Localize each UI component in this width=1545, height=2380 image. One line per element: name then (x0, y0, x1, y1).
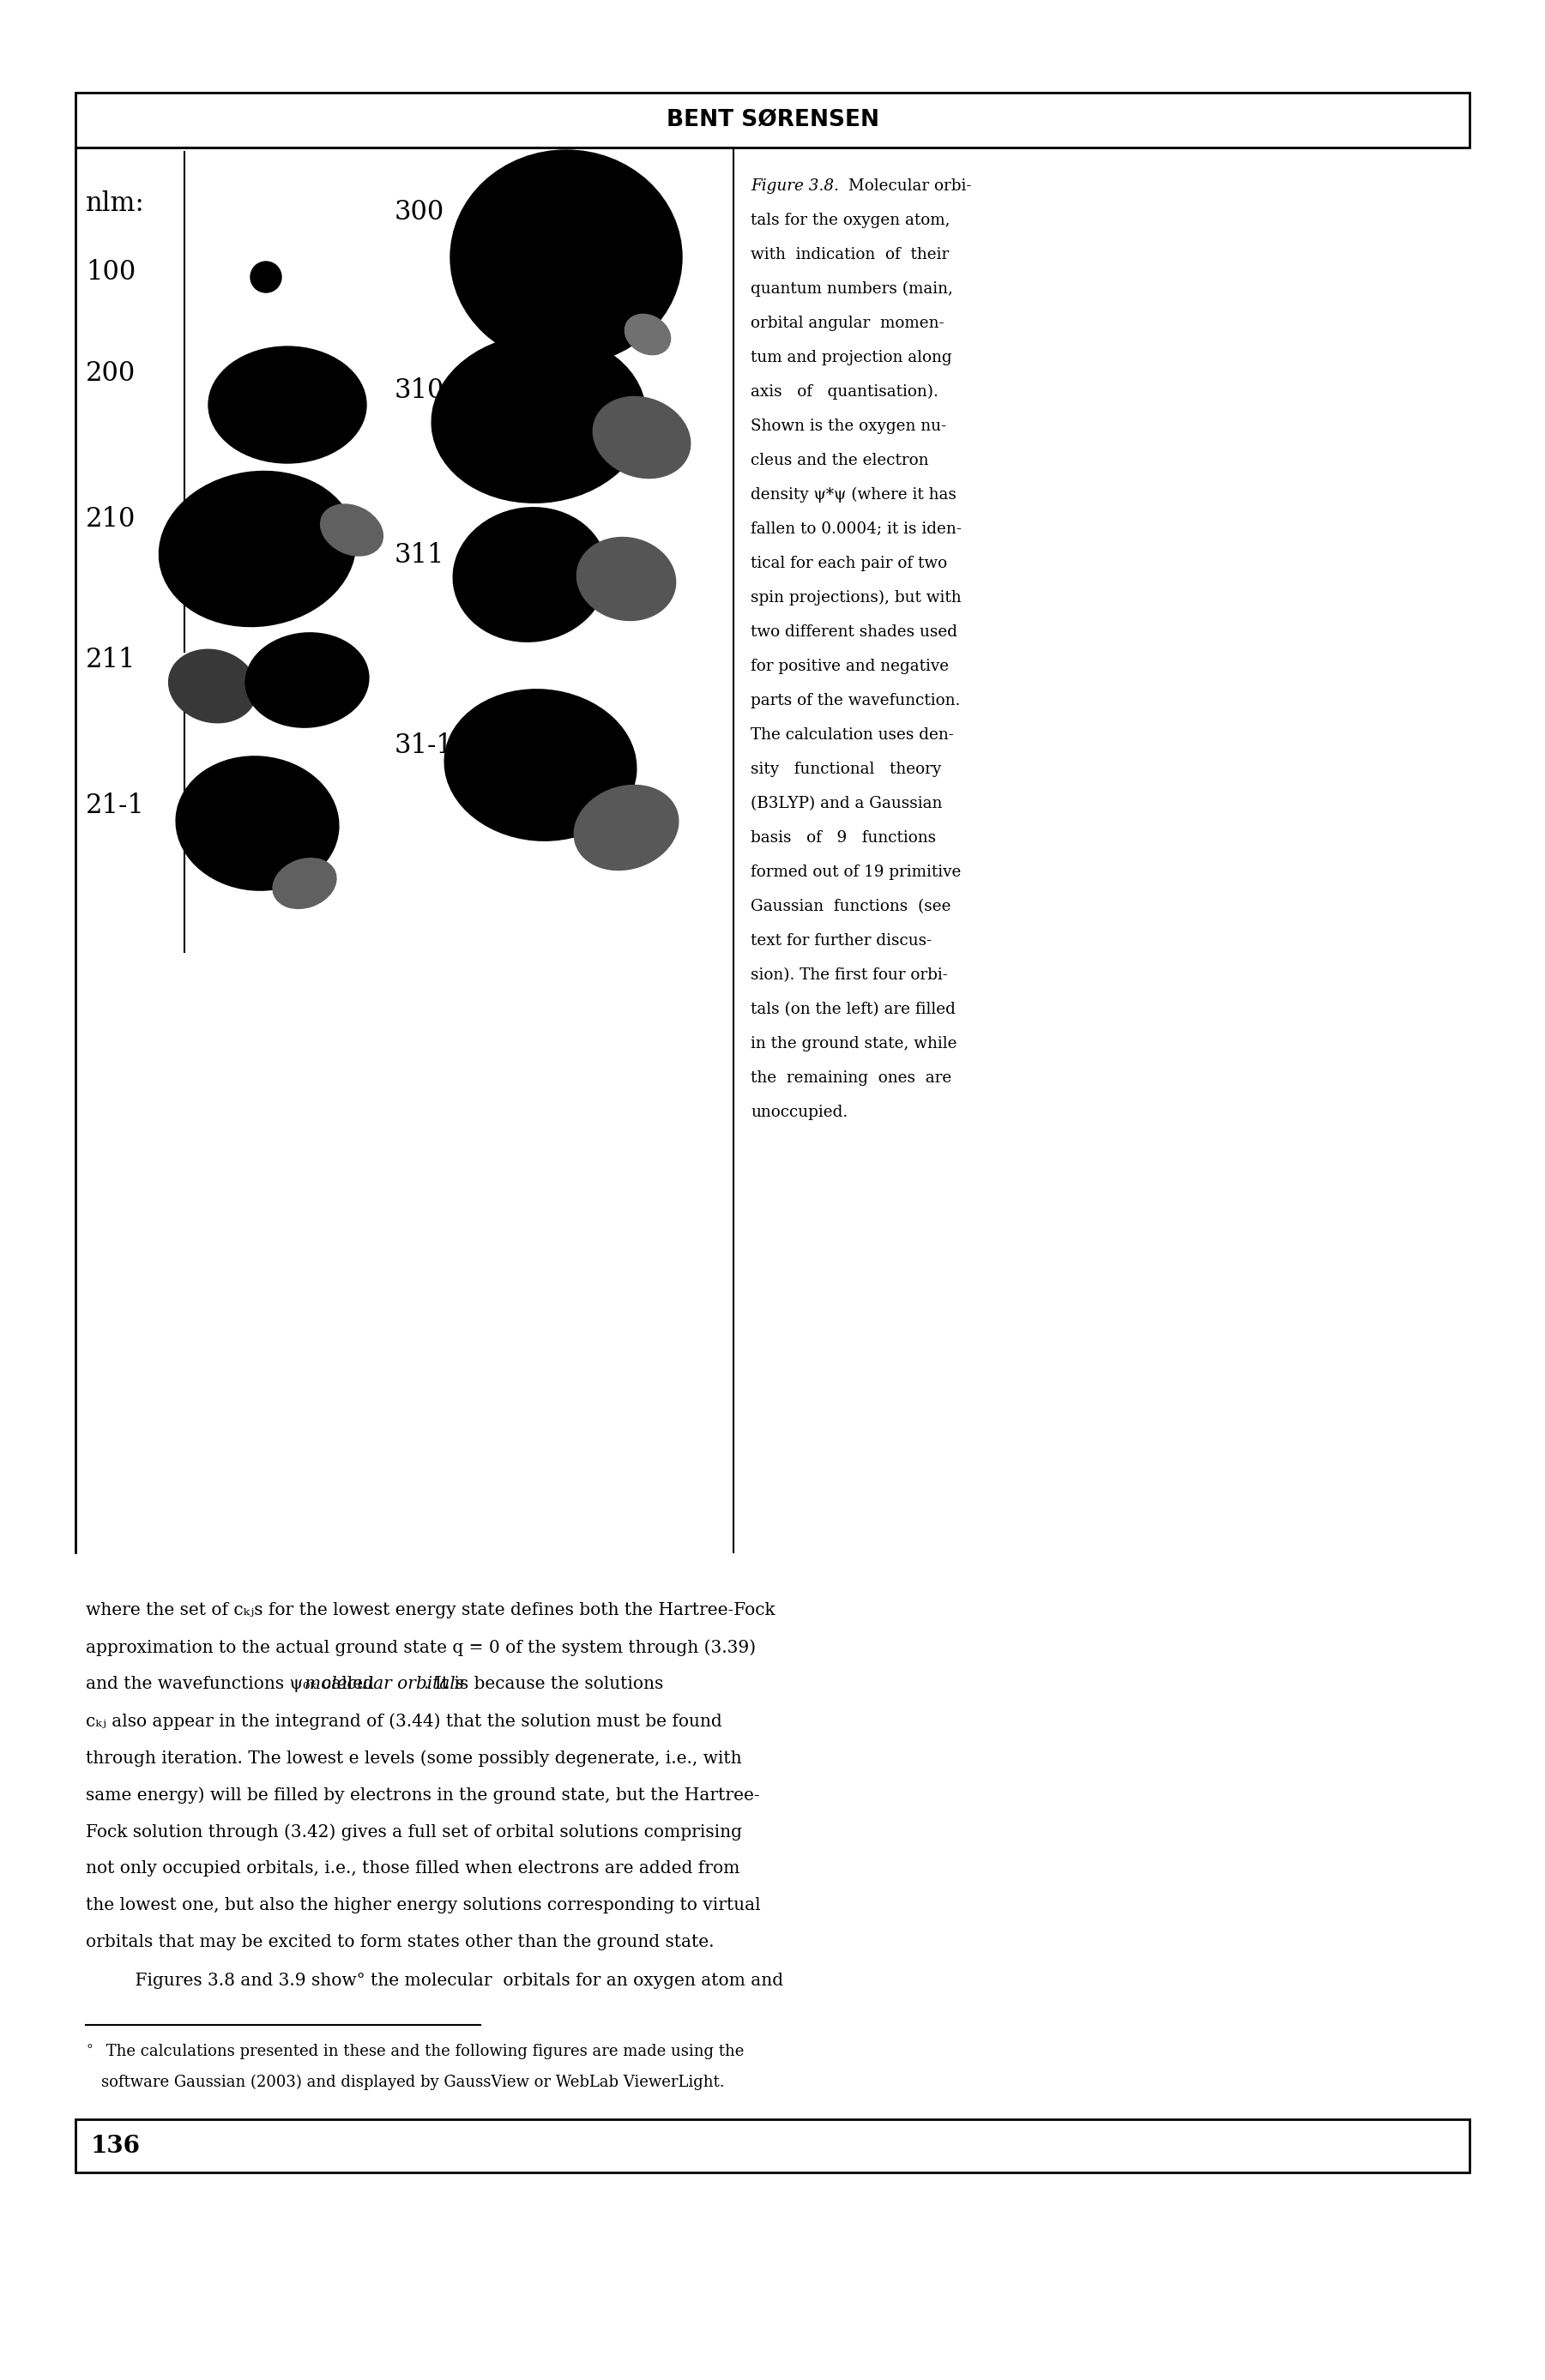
Text: Molecular orbi-: Molecular orbi- (844, 178, 972, 193)
Text: basis   of   9   functions: basis of 9 functions (751, 831, 936, 845)
Text: unoccupied.: unoccupied. (751, 1104, 848, 1121)
Ellipse shape (176, 757, 338, 890)
Text: sion). The first four orbi-: sion). The first four orbi- (751, 966, 947, 983)
Text: quantum numbers (main,: quantum numbers (main, (751, 281, 953, 298)
Ellipse shape (593, 397, 691, 478)
Ellipse shape (453, 507, 607, 643)
Ellipse shape (250, 262, 281, 293)
Text: density ψ*ψ (where it has: density ψ*ψ (where it has (751, 488, 956, 502)
Text: Shown is the oxygen nu-: Shown is the oxygen nu- (751, 419, 947, 433)
Ellipse shape (624, 314, 671, 355)
Ellipse shape (320, 505, 383, 557)
Ellipse shape (451, 150, 681, 364)
Text: 136: 136 (91, 2135, 141, 2156)
Text: not only occupied orbitals, i.e., those filled when electrons are added from: not only occupied orbitals, i.e., those … (87, 1861, 740, 1875)
Text: for positive and negative: for positive and negative (751, 659, 949, 674)
Text: The calculations presented in these and the following figures are made using the: The calculations presented in these and … (102, 2044, 745, 2059)
Text: tals for the oxygen atom,: tals for the oxygen atom, (751, 212, 950, 228)
Text: Figure 3.8.: Figure 3.8. (751, 178, 839, 193)
Text: The calculation uses den-: The calculation uses den- (751, 728, 953, 743)
Text: software Gaussian (2003) and displayed by GaussView or WebLab ViewerLight.: software Gaussian (2003) and displayed b… (102, 2075, 725, 2090)
Text: text for further discus-: text for further discus- (751, 933, 932, 950)
Text: 200: 200 (87, 359, 136, 386)
Text: Figures 3.8 and 3.9 show° the molecular  orbitals for an oxygen atom and: Figures 3.8 and 3.9 show° the molecular … (113, 1973, 783, 1990)
Text: in the ground state, while: in the ground state, while (751, 1035, 956, 1052)
Text: where the set of cₖⱼs for the lowest energy state defines both the Hartree-Fock: where the set of cₖⱼs for the lowest ene… (87, 1602, 776, 1618)
Text: the  remaining  ones  are: the remaining ones are (751, 1071, 952, 1085)
Bar (76, 93, 1469, 148)
Ellipse shape (168, 650, 256, 724)
Text: fallen to 0.0004; it is iden-: fallen to 0.0004; it is iden- (751, 521, 961, 538)
Text: orbitals that may be excited to form states other than the ground state.: orbitals that may be excited to form sta… (87, 1935, 714, 1949)
Text: 100: 100 (87, 259, 136, 286)
Ellipse shape (246, 633, 369, 728)
Ellipse shape (159, 471, 355, 626)
Text: tals (on the left) are filled: tals (on the left) are filled (751, 1002, 955, 1016)
Text: spin projections), but with: spin projections), but with (751, 590, 961, 607)
Text: 310: 310 (394, 376, 445, 405)
Text: molecular orbitals: molecular orbitals (304, 1676, 463, 1692)
Text: parts of the wavefunction.: parts of the wavefunction. (751, 693, 961, 709)
Text: tical for each pair of two: tical for each pair of two (751, 557, 947, 571)
Bar (76, 2118, 1469, 2173)
Ellipse shape (575, 785, 678, 871)
Text: BENT SØRENSEN: BENT SØRENSEN (666, 109, 879, 131)
Ellipse shape (273, 859, 337, 909)
Ellipse shape (445, 690, 637, 840)
Text: . It is because the solutions: . It is because the solutions (423, 1676, 663, 1692)
Ellipse shape (576, 538, 675, 621)
Text: axis   of   quantisation).: axis of quantisation). (751, 383, 938, 400)
Text: °: ° (87, 2044, 93, 2056)
Text: (B3LYP) and a Gaussian: (B3LYP) and a Gaussian (751, 795, 942, 812)
Text: formed out of 19 primitive: formed out of 19 primitive (751, 864, 961, 881)
Text: 21-1: 21-1 (87, 793, 145, 819)
Ellipse shape (431, 333, 646, 502)
Text: 31-1: 31-1 (394, 733, 454, 759)
Text: through iteration. The lowest e levels (some possibly degenerate, i.e., with: through iteration. The lowest e levels (… (87, 1749, 742, 1766)
Text: nlm:: nlm: (87, 190, 145, 217)
Ellipse shape (209, 347, 366, 464)
Text: orbital angular  momen-: orbital angular momen- (751, 317, 944, 331)
Text: two different shades used: two different shades used (751, 624, 958, 640)
Text: cleus and the electron: cleus and the electron (751, 452, 929, 469)
Text: 300: 300 (394, 200, 445, 226)
Text: Gaussian  functions  (see: Gaussian functions (see (751, 900, 950, 914)
Text: with  indication  of  their: with indication of their (751, 248, 949, 262)
Text: same energy) will be filled by electrons in the ground state, but the Hartree-: same energy) will be filled by electrons… (87, 1787, 760, 1804)
Text: cₖⱼ also appear in the integrand of (3.44) that the solution must be found: cₖⱼ also appear in the integrand of (3.4… (87, 1714, 722, 1730)
Text: 311: 311 (394, 543, 445, 569)
Text: approximation to the actual ground state q = 0 of the system through (3.39): approximation to the actual ground state… (87, 1640, 756, 1656)
Text: and the wavefunctions ψ₀ₖ called: and the wavefunctions ψ₀ₖ called (87, 1676, 380, 1692)
Text: sity   functional   theory: sity functional theory (751, 762, 941, 776)
Text: 211: 211 (87, 647, 136, 674)
Text: 210: 210 (87, 505, 136, 533)
Text: Fock solution through (3.42) gives a full set of orbital solutions comprising: Fock solution through (3.42) gives a ful… (87, 1823, 742, 1840)
Text: tum and projection along: tum and projection along (751, 350, 952, 367)
Text: the lowest one, but also the higher energy solutions corresponding to virtual: the lowest one, but also the higher ener… (87, 1897, 760, 1914)
